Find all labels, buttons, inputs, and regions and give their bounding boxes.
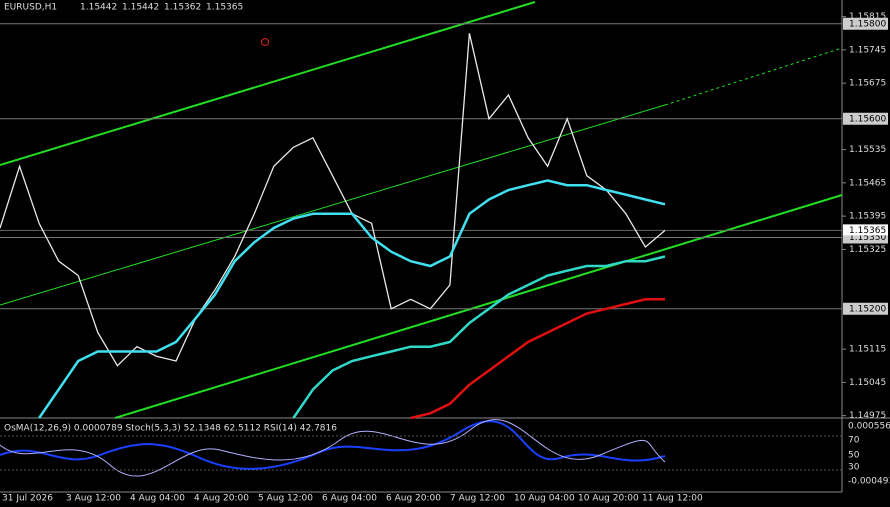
x-tick-label: 6 Aug 20:00 [386,494,441,504]
indicator-tick-label: 30 [848,463,860,473]
y-tick-label: 1.15815 [849,12,886,22]
ohlc-value: 1.15365 [206,3,243,13]
series-line [292,255,666,419]
x-tick-label: 10 Aug 20:00 [578,494,639,504]
ohlc-value: 1.15442 [80,3,117,13]
series-line [410,298,665,420]
level-label: 1.15800 [849,19,886,29]
y-tick-label: 1.15395 [849,212,886,222]
level-box [843,17,888,30]
level-label: 1.15600 [849,114,886,124]
x-tick-label: 6 Aug 04:00 [322,494,377,504]
x-tick-label: 31 Jul 2026 [2,494,53,504]
indicator-tick-label: 0.000556 [848,422,890,432]
level-box [843,112,888,125]
ohlc-value: 1.15362 [164,3,201,13]
y-tick-label: 1.15465 [849,178,886,188]
y-tick-label: 1.14975 [849,411,886,421]
x-tick-label: 3 Aug 12:00 [66,494,121,504]
level-label: 1.15200 [849,304,886,314]
indicator-tick-label: -0.000493 [848,477,890,487]
x-tick-label: 10 Aug 04:00 [514,494,575,504]
symbol: EURUSD,H1 [4,3,57,13]
x-tick-label: 4 Aug 04:00 [130,494,185,504]
level-label: 1.15350 [849,233,886,243]
series-line [0,33,666,367]
last-price-box [843,224,888,236]
x-tick-label: 7 Aug 12:00 [450,494,505,504]
y-tick-label: 1.15325 [849,245,886,255]
indicator-tick-label: 70 [848,436,860,446]
y-tick-label: 1.15115 [849,345,886,355]
y-tick-label: 1.15745 [849,45,886,55]
level-box [843,302,888,315]
y-tick-label: 1.15675 [849,79,886,89]
last-price-label: 1.15365 [849,226,886,236]
y-tick-label: 1.15045 [849,378,886,388]
series-line [38,179,666,419]
x-tick-label: 5 Aug 12:00 [258,494,313,504]
indicator-header: OsMA(12,26,9) 0.0000789 Stoch(5,3,3) 52.… [4,424,337,434]
y-tick-label: 1.15535 [849,145,886,155]
x-tick-label: 11 Aug 12:00 [642,494,703,504]
indicator-tick-label: 50 [848,451,860,461]
ohlc-value: 1.15442 [122,3,159,13]
x-tick-label: 4 Aug 20:00 [194,494,249,504]
